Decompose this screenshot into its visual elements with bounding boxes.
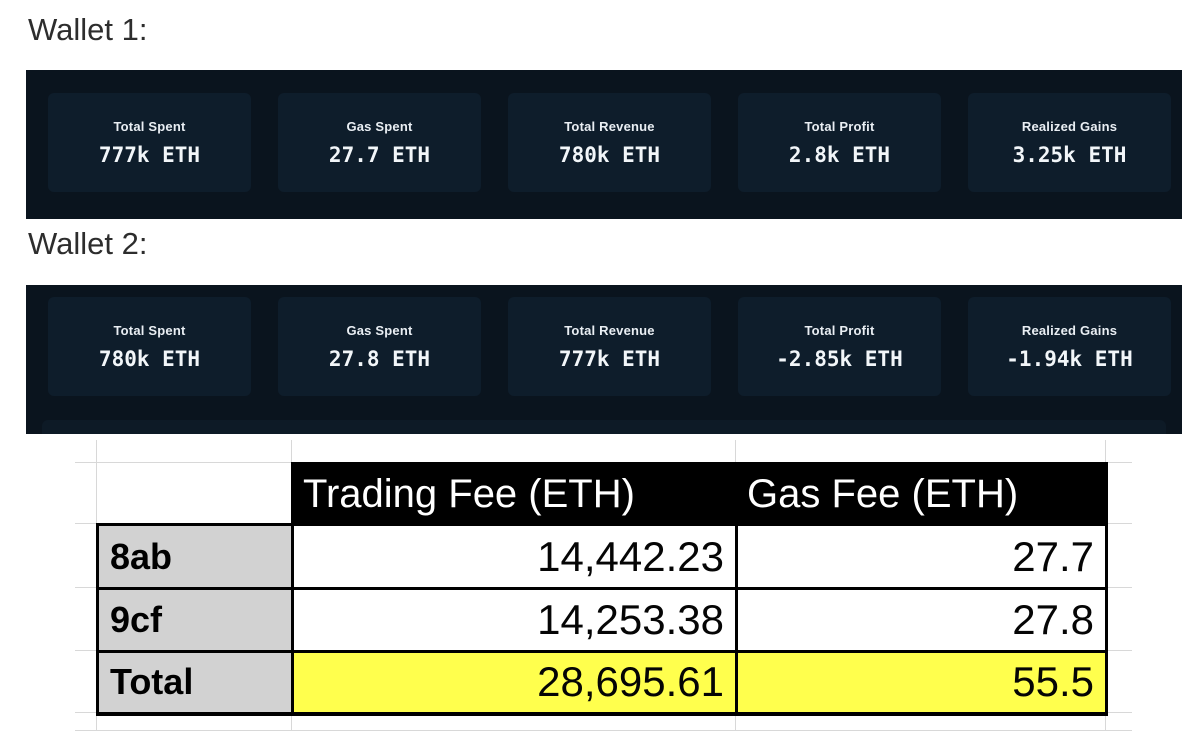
stat-label: Total Profit <box>804 322 875 338</box>
wallet-1-heading: Wallet 1: <box>28 12 148 47</box>
wallet-1-stats-panel: Total Spent 777k ETH Gas Spent 27.7 ETH … <box>26 70 1182 219</box>
stat-label: Realized Gains <box>1021 322 1118 338</box>
stat-value: -1.94k ETH <box>1006 346 1133 371</box>
table-row-total: Total 28,695.61 55.5 <box>96 650 1108 716</box>
cell-8ab-trading-fee: 14,442.23 <box>291 523 738 590</box>
stat-value: 780k ETH <box>558 142 661 167</box>
fee-spreadsheet-area: Trading Fee (ETH) Gas Fee (ETH) 8ab 14,4… <box>0 434 1200 754</box>
wallet-2-stat-card-total-revenue: Total Revenue 777k ETH <box>508 297 711 396</box>
wallet-2-stat-card-gas-spent: Gas Spent 27.8 ETH <box>278 297 481 396</box>
header-cell-gas-fee: Gas Fee (ETH) <box>735 462 1108 526</box>
gridline <box>75 462 1132 463</box>
gridline <box>75 730 1132 731</box>
wallet-2-stat-card-total-spent: Total Spent 780k ETH <box>48 297 251 396</box>
wallet-1-stat-card-realized-gains: Realized Gains 3.25k ETH <box>968 93 1171 192</box>
table-row-8ab: 8ab 14,442.23 27.7 <box>96 523 1108 590</box>
header-cell-trading-fee: Trading Fee (ETH) <box>291 462 738 526</box>
cell-9cf-gas-fee: 27.8 <box>735 587 1108 653</box>
stat-label: Realized Gains <box>1021 118 1118 134</box>
cell-9cf-trading-fee: 14,253.38 <box>291 587 738 653</box>
fee-table: Trading Fee (ETH) Gas Fee (ETH) 8ab 14,4… <box>96 462 1108 716</box>
wallet-1-stat-card-total-profit: Total Profit 2.8k ETH <box>738 93 941 192</box>
table-row-9cf: 9cf 14,253.38 27.8 <box>96 587 1108 653</box>
stat-value: 2.8k ETH <box>788 142 891 167</box>
stat-value: 777k ETH <box>98 142 201 167</box>
cell-total-gas-fee: 55.5 <box>735 650 1108 716</box>
partial-card-strip <box>42 420 1166 434</box>
row-label-9cf: 9cf <box>96 587 294 653</box>
wallet-2-stats-panel: Total Spent 780k ETH Gas Spent 27.8 ETH … <box>26 285 1182 434</box>
wallet-2-heading: Wallet 2: <box>28 226 148 261</box>
cell-8ab-gas-fee: 27.7 <box>735 523 1108 590</box>
wallet-2-stat-card-total-profit: Total Profit -2.85k ETH <box>738 297 941 396</box>
row-label-8ab: 8ab <box>96 523 294 590</box>
gridline <box>96 440 97 730</box>
stat-value: 27.8 ETH <box>328 346 431 371</box>
corner-cell <box>98 464 293 525</box>
stat-label: Total Spent <box>113 118 186 134</box>
wallet-2-stat-card-realized-gains: Realized Gains -1.94k ETH <box>968 297 1171 396</box>
stat-label: Gas Spent <box>346 118 413 134</box>
stat-label: Gas Spent <box>346 322 413 338</box>
stat-label: Total Revenue <box>564 322 655 338</box>
stat-label: Total Revenue <box>564 118 655 134</box>
wallet-1-stat-card-total-revenue: Total Revenue 780k ETH <box>508 93 711 192</box>
stat-value: -2.85k ETH <box>776 346 903 371</box>
stat-value: 3.25k ETH <box>1012 142 1127 167</box>
wallet-1-stat-card-gas-spent: Gas Spent 27.7 ETH <box>278 93 481 192</box>
row-label-total: Total <box>96 650 294 716</box>
wallet-1-stat-card-total-spent: Total Spent 777k ETH <box>48 93 251 192</box>
stat-value: 780k ETH <box>98 346 201 371</box>
stat-label: Total Profit <box>804 118 875 134</box>
stat-value: 777k ETH <box>558 346 661 371</box>
stat-label: Total Spent <box>113 322 186 338</box>
fee-table-header-row: Trading Fee (ETH) Gas Fee (ETH) <box>98 462 1108 526</box>
stat-value: 27.7 ETH <box>328 142 431 167</box>
cell-total-trading-fee: 28,695.61 <box>291 650 738 716</box>
